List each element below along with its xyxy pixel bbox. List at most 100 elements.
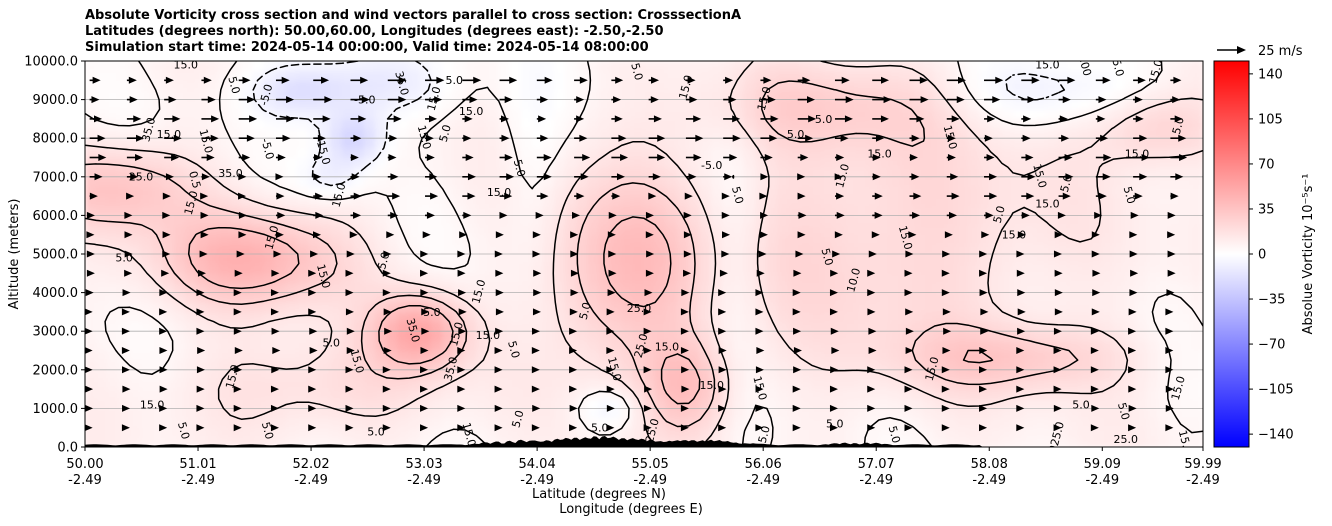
wind-vector-head: [122, 289, 131, 297]
vorticity-cell: [766, 272, 779, 284]
wind-vector-head: [308, 289, 317, 297]
vorticity-cell: [453, 243, 466, 255]
wind-vector-head: [135, 154, 144, 161]
vorticity-cell: [241, 359, 254, 371]
vorticity-cell: [263, 166, 276, 178]
vorticity-cell: [621, 205, 634, 216]
vorticity-cell: [1191, 378, 1203, 390]
vorticity-cell: [118, 79, 131, 91]
vorticity-cell: [498, 427, 511, 438]
vorticity-cell: [1057, 214, 1070, 226]
vorticity-cell: [576, 61, 589, 72]
vorticity-cell: [341, 272, 354, 284]
vorticity-cell: [330, 378, 343, 390]
vorticity-cell: [319, 292, 332, 303]
vorticity-cell: [978, 185, 992, 197]
vorticity-cell: [509, 234, 522, 245]
vorticity-cell: [609, 350, 623, 361]
vorticity-cell: [162, 61, 175, 72]
vorticity-cell: [1157, 128, 1170, 139]
vorticity-cell: [95, 282, 108, 294]
vorticity-cell: [990, 398, 1003, 409]
vorticity-cell: [1023, 185, 1036, 197]
vorticity-cell: [319, 253, 332, 265]
vorticity-cell: [755, 321, 768, 332]
vorticity-cell: [218, 417, 231, 429]
vorticity-cell: [542, 147, 556, 158]
wind-vector: [797, 76, 811, 84]
vorticity-cell: [498, 378, 511, 390]
vorticity-cell: [1034, 195, 1047, 207]
vorticity-cell: [1135, 157, 1148, 168]
vorticity-cell: [621, 89, 634, 101]
vorticity-cell: [755, 118, 768, 130]
vorticity-cell: [196, 321, 209, 332]
wind-vector-head: [532, 250, 541, 258]
vorticity-cell: [822, 128, 835, 139]
vorticity-cell: [185, 176, 198, 187]
vorticity-cell: [162, 378, 175, 390]
vorticity-cell: [207, 185, 220, 197]
vorticity-cell: [811, 118, 824, 130]
wind-vector: [1016, 269, 1025, 277]
vorticity-cell: [85, 263, 97, 274]
vorticity-cell: [1180, 292, 1193, 303]
vorticity-cell: [800, 321, 813, 332]
vorticity-cell: [1191, 99, 1203, 110]
vorticity-cell: [565, 407, 578, 419]
wind-vector-head: [390, 173, 399, 181]
vorticity-cell: [520, 79, 533, 91]
vorticity-cell: [900, 61, 913, 72]
vorticity-cell: [542, 157, 556, 168]
vorticity-cell: [341, 330, 354, 342]
vorticity-cell: [397, 436, 410, 447]
vorticity-cell: [1023, 388, 1036, 400]
vorticity-cell: [732, 436, 746, 447]
vorticity-cell: [1023, 436, 1036, 447]
vorticity-cell: [990, 166, 1003, 178]
vorticity-cell: [218, 128, 231, 139]
vorticity-cell: [475, 388, 488, 400]
vorticity-cell: [643, 79, 656, 91]
vorticity-cell: [129, 128, 142, 139]
wind-vector: [1130, 269, 1139, 277]
vorticity-cell: [598, 301, 611, 313]
wind-vector: [1133, 173, 1148, 181]
vorticity-cell: [878, 388, 891, 400]
vorticity-cell: [755, 436, 768, 447]
wind-vector: [909, 173, 920, 181]
vorticity-cell: [330, 224, 343, 236]
vorticity-cell: [207, 108, 220, 120]
vorticity-cell: [710, 185, 723, 197]
wind-vector-head: [345, 269, 354, 277]
vorticity-cell: [800, 234, 813, 245]
vorticity-cell: [464, 99, 477, 110]
vorticity-cell: [106, 70, 120, 81]
vorticity-cell: [207, 224, 220, 236]
wind-vector: [905, 250, 914, 258]
vorticity-cell: [453, 282, 466, 294]
vorticity-cell: [587, 108, 600, 120]
vorticity-cell: [364, 311, 377, 323]
vorticity-cell: [1168, 89, 1182, 101]
vorticity-cell: [811, 214, 824, 226]
vorticity-cell: [1135, 253, 1148, 265]
vorticity-cell: [911, 350, 924, 361]
vorticity-cell: [1135, 243, 1148, 255]
wind-vector: [946, 173, 959, 181]
vorticity-cell: [319, 301, 332, 313]
vorticity-cell: [1180, 398, 1193, 409]
vorticity-cell: [632, 417, 645, 429]
vorticity-cell: [308, 70, 321, 81]
vorticity-cell: [1180, 166, 1193, 178]
wind-vector: [606, 308, 615, 316]
vorticity-cell: [408, 407, 421, 419]
vorticity-cell: [1012, 350, 1025, 361]
vorticity-cell: [643, 272, 656, 284]
wind-vector: [275, 231, 284, 239]
vorticity-cell: [978, 214, 992, 226]
vorticity-cell: [263, 321, 276, 332]
vorticity-cell: [1079, 166, 1092, 178]
vorticity-cell: [1146, 108, 1159, 120]
vorticity-cell: [1079, 185, 1092, 197]
